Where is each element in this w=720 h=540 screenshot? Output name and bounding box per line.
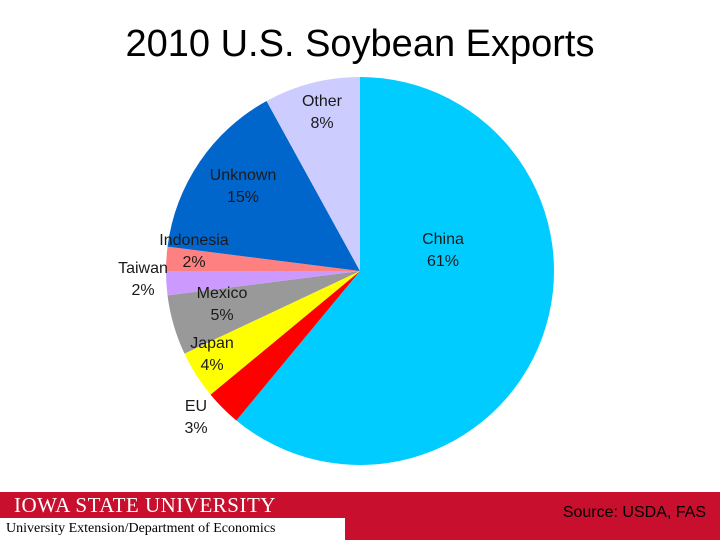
slice [167,100,360,271]
slice-value-label: 2% [131,282,154,299]
slice-value-label: 15% [227,189,259,206]
slice-value-label: 8% [310,115,333,132]
department: University Extension/Department of Econo… [6,521,275,536]
slice-label: Japan [190,335,234,352]
slice-value-label: 5% [210,307,233,324]
brand: IOWA STATE UNIVERSITY [14,493,276,517]
slice-label: Mexico [197,285,248,302]
slice-value-label: 61% [427,253,459,270]
slice-value-label: 4% [200,357,223,374]
slice [210,271,360,421]
slice-label: Other [302,93,343,110]
slice-label: Taiwan [118,260,168,277]
slice-label: Indonesia [159,232,228,249]
slice [184,271,360,395]
slice [166,271,360,296]
slice [167,271,360,354]
chart-title: 2010 U.S. Soybean Exports [126,23,595,65]
slice [166,246,360,271]
source: Source: USDA, FAS [563,504,706,521]
slice-label: Unknown [210,167,277,184]
slice-value-label: 2% [182,254,205,271]
pie: China 61% EU 3% Japan 4% Mexico 5% Taiwan 2% Indon… [118,77,555,466]
slice-label: China [422,231,464,248]
slice [236,77,555,466]
slice [266,77,360,271]
slice-label: EU [185,398,207,415]
slice-value-label: 3% [184,420,207,437]
footer-white [0,518,345,540]
